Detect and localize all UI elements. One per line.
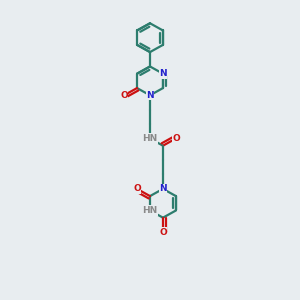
Text: HN: HN xyxy=(142,206,158,215)
Text: O: O xyxy=(159,228,167,237)
Text: HN: HN xyxy=(142,134,158,143)
Text: O: O xyxy=(120,91,128,100)
Text: N: N xyxy=(159,184,167,194)
Text: O: O xyxy=(133,184,141,194)
Text: N: N xyxy=(146,91,154,100)
Text: N: N xyxy=(159,69,167,78)
Text: O: O xyxy=(172,134,180,143)
